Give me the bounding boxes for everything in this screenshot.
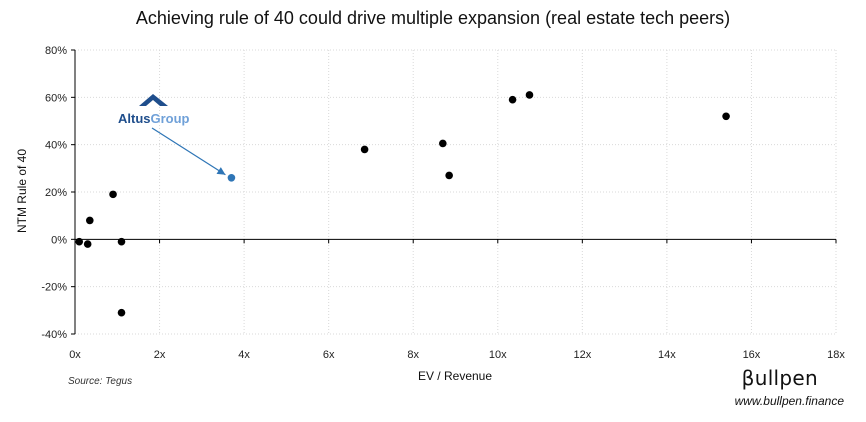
x-tick-label: 16x (743, 349, 761, 361)
peer-point (109, 190, 117, 199)
y-axis-label: NTM Rule of 40 (15, 149, 29, 233)
tick-labels: -40% -20% 0% 20% 40% 60% 80% 0x 2x 4x 6x 8x 10x 12x 14… (41, 45, 845, 361)
data-points (75, 91, 730, 317)
peer-point (360, 145, 369, 154)
y-tick-label: -20% (41, 282, 67, 294)
peer-point (117, 237, 126, 246)
chart-title: Achieving rule of 40 could drive multipl… (135, 8, 731, 28)
altus-group-annotation: AltusGroup (118, 94, 226, 176)
altus-roof-logo-inner-icon (146, 100, 160, 106)
y-tick-label: 40% (45, 140, 67, 152)
bullpen-logo: βullpen (741, 366, 818, 390)
y-tick-label: 0% (51, 234, 67, 246)
grid-lines (75, 49, 837, 335)
altus-label-part2: Group (151, 111, 190, 126)
x-tick-label: 0x (69, 349, 81, 361)
y-tick-label: 80% (45, 45, 67, 57)
peer-point (525, 91, 534, 99)
x-tick-label: 2x (154, 349, 166, 361)
svg-text:AltusGroup: AltusGroup (118, 111, 190, 126)
x-tick-label: 10x (489, 349, 507, 361)
x-axis-label: EV / Revenue (418, 369, 492, 383)
peer-point (445, 171, 453, 180)
altus-group-point (227, 174, 236, 182)
peer-point (722, 112, 730, 121)
x-tick-label: 18x (827, 349, 845, 361)
annotation-arrow (151, 127, 226, 176)
bullpen-url: www.bullpen.finance (734, 394, 844, 408)
peer-point (85, 216, 94, 225)
y-tick-label: 20% (45, 187, 67, 199)
peer-point (439, 139, 447, 148)
altus-label-part1: Altus (118, 111, 151, 126)
x-tick-label: 14x (658, 349, 676, 361)
peer-point (83, 240, 92, 248)
source-note: Source: Tegus (68, 376, 133, 387)
peer-point (117, 308, 126, 317)
x-tick-label: 6x (323, 349, 335, 361)
x-tick-label: 8x (407, 349, 419, 361)
x-tick-label: 12x (573, 349, 591, 361)
peer-point (75, 237, 84, 246)
peer-point (508, 95, 517, 104)
y-tick-label: -40% (41, 329, 67, 341)
altus-roof-logo-icon (139, 94, 168, 106)
axes (71, 49, 837, 335)
x-tick-label: 4x (238, 349, 250, 361)
annotation-arrowhead-icon (216, 167, 226, 175)
y-tick-label: 60% (45, 92, 67, 104)
